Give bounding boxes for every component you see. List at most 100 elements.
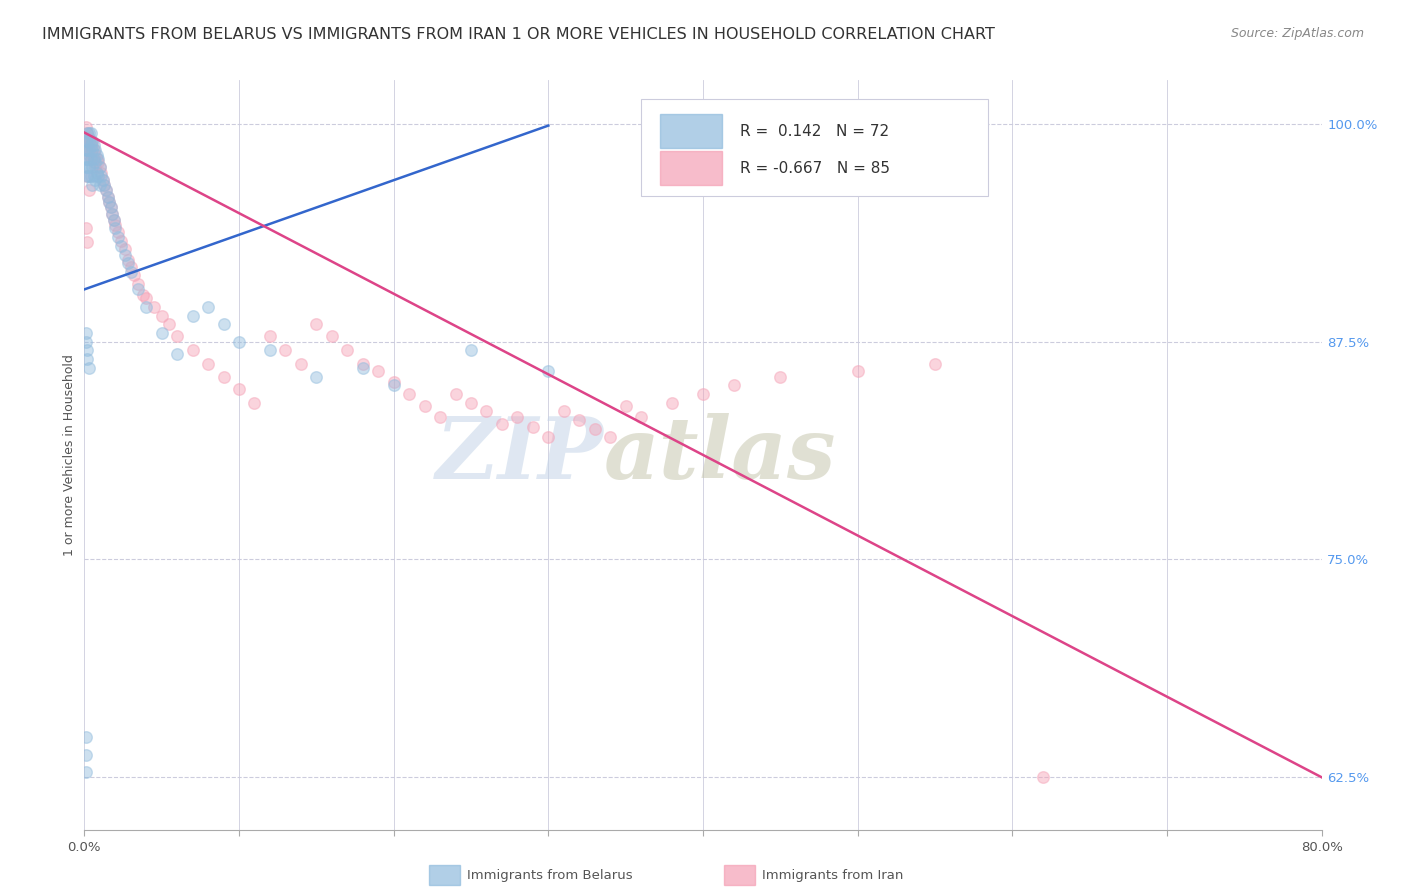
- Text: R =  0.142   N = 72: R = 0.142 N = 72: [740, 124, 889, 139]
- Point: [76, 143, 98, 157]
- Point: [77, 137, 100, 152]
- Point: [77, 148, 100, 162]
- Point: [553, 404, 575, 418]
- Text: R = -0.667   N = 85: R = -0.667 N = 85: [740, 161, 890, 177]
- Point: [76, 343, 98, 358]
- Point: [614, 399, 637, 413]
- Point: [166, 329, 188, 343]
- Point: [181, 343, 204, 358]
- Point: [103, 212, 125, 227]
- Point: [429, 409, 451, 424]
- Point: [84, 155, 107, 169]
- Point: [117, 252, 139, 267]
- Point: [83, 169, 105, 183]
- Point: [83, 137, 105, 152]
- Point: [352, 357, 374, 371]
- Point: [75, 765, 97, 780]
- Point: [77, 161, 100, 175]
- Point: [212, 317, 235, 331]
- Point: [96, 190, 118, 204]
- Point: [522, 420, 544, 434]
- Point: [305, 317, 328, 331]
- Point: [90, 169, 112, 183]
- Point: [76, 134, 98, 148]
- Point: [413, 399, 436, 413]
- Point: [76, 134, 98, 148]
- Point: [321, 329, 343, 343]
- Point: [76, 169, 98, 183]
- Point: [212, 369, 235, 384]
- Point: [166, 347, 188, 361]
- Point: [259, 329, 281, 343]
- Point: [89, 161, 111, 175]
- Point: [181, 309, 204, 323]
- Point: [599, 430, 621, 444]
- Point: [94, 183, 117, 197]
- Point: [290, 357, 312, 371]
- Point: [444, 387, 467, 401]
- Point: [114, 247, 136, 261]
- Point: [243, 395, 266, 409]
- Point: [77, 143, 100, 157]
- Point: [491, 417, 513, 431]
- Point: [77, 183, 100, 197]
- Point: [86, 148, 108, 162]
- Point: [82, 178, 104, 192]
- Point: [75, 730, 97, 744]
- Point: [87, 152, 110, 166]
- Point: [228, 334, 250, 349]
- Point: [127, 277, 149, 292]
- Point: [79, 134, 101, 148]
- Point: [82, 134, 104, 148]
- Point: [104, 221, 127, 235]
- Point: [75, 334, 97, 349]
- Point: [79, 126, 101, 140]
- Point: [75, 120, 97, 135]
- Point: [150, 326, 173, 340]
- Point: [87, 169, 110, 183]
- Point: [159, 317, 180, 331]
- Point: [104, 218, 127, 232]
- Point: [84, 161, 107, 175]
- Point: [86, 166, 108, 180]
- Point: [568, 413, 591, 427]
- Point: [77, 126, 100, 140]
- Point: [100, 201, 122, 215]
- Point: [75, 161, 97, 175]
- Point: [117, 256, 139, 270]
- Point: [96, 190, 118, 204]
- Point: [107, 225, 129, 239]
- Point: [367, 364, 389, 378]
- Point: [76, 152, 98, 166]
- Point: [460, 395, 482, 409]
- Point: [79, 152, 101, 166]
- Text: ZIP: ZIP: [436, 413, 605, 497]
- Point: [89, 161, 111, 175]
- Point: [769, 369, 792, 384]
- Point: [82, 148, 104, 162]
- Point: [120, 260, 142, 274]
- Point: [75, 143, 97, 157]
- FancyBboxPatch shape: [659, 114, 721, 148]
- Text: Source: ZipAtlas.com: Source: ZipAtlas.com: [1230, 27, 1364, 40]
- Point: [537, 430, 560, 444]
- Text: Immigrants from Iran: Immigrants from Iran: [762, 869, 904, 881]
- Point: [83, 155, 105, 169]
- Point: [382, 375, 405, 389]
- Point: [460, 343, 482, 358]
- Point: [475, 404, 498, 418]
- Point: [259, 343, 281, 358]
- Point: [98, 195, 121, 210]
- Point: [79, 137, 101, 152]
- Point: [75, 326, 97, 340]
- Point: [630, 409, 652, 424]
- Point: [91, 172, 114, 186]
- Point: [75, 747, 97, 762]
- Point: [723, 378, 745, 392]
- FancyBboxPatch shape: [641, 99, 987, 196]
- Point: [135, 291, 157, 305]
- Point: [110, 234, 132, 248]
- Point: [94, 183, 117, 197]
- Point: [692, 387, 714, 401]
- Point: [305, 369, 328, 384]
